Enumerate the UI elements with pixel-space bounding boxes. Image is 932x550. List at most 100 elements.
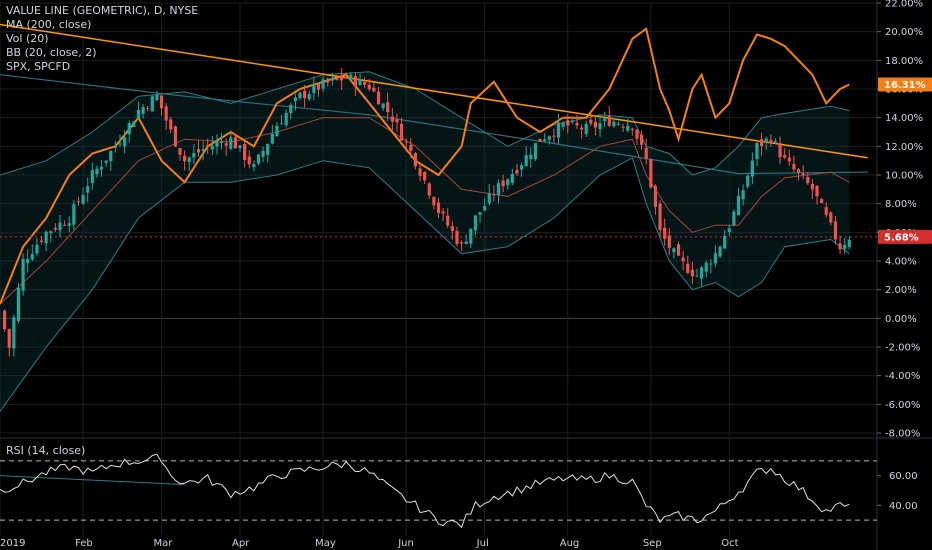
price-axis[interactable]: 22.00%20.00%18.00%16.00%14.00%12.00%10.0…	[877, 0, 923, 512]
candle-body	[298, 92, 302, 99]
candle-body	[538, 138, 542, 142]
candle-body	[769, 139, 773, 144]
candle-body	[552, 135, 556, 137]
candle-body	[104, 160, 108, 163]
candle-body	[303, 90, 307, 99]
candle-body	[626, 125, 630, 131]
candle-body	[492, 194, 496, 196]
y-tick-label: 20.00%	[885, 27, 923, 38]
candle-body	[483, 205, 487, 211]
candle-body	[72, 204, 76, 225]
legend-ma[interactable]: MA (200, close)	[6, 18, 92, 31]
candle-body	[233, 137, 238, 149]
candle-body	[713, 253, 718, 264]
x-tick-label: Jul	[476, 538, 489, 549]
candle-body	[487, 193, 491, 204]
candle-body	[90, 170, 94, 184]
candle-body	[63, 224, 67, 226]
candle-body	[690, 269, 694, 277]
x-tick-label: Feb	[75, 538, 93, 549]
candle-body	[206, 145, 210, 147]
legend-title[interactable]: VALUE LINE (GEOMETRIC), D, NYSE	[6, 4, 199, 17]
rsi-pane	[0, 453, 877, 529]
candle-body	[279, 123, 284, 125]
candle-body	[616, 123, 621, 125]
y-tick-label: 0.00%	[885, 314, 917, 325]
candle-body	[358, 79, 362, 86]
candle-body	[760, 139, 764, 147]
candle-body	[847, 239, 851, 247]
candle-body	[436, 202, 441, 213]
candle-body	[109, 151, 113, 161]
candle-body	[446, 215, 450, 226]
candle-body	[704, 262, 708, 272]
candle-body	[741, 190, 745, 200]
legend-bb[interactable]: BB (20, close, 2)	[6, 46, 97, 59]
candle-body	[764, 138, 768, 143]
candle-body	[607, 115, 611, 126]
time-axis[interactable]: 2019 Feb Mar Apr May Jun Jul Aug Sep Oct	[0, 538, 739, 549]
candle-body	[390, 116, 394, 122]
candle-body	[335, 79, 339, 81]
candle-body	[261, 150, 265, 157]
candle-body	[524, 154, 528, 166]
candle-body	[229, 137, 233, 149]
candle-body	[44, 231, 48, 244]
candle-body	[363, 82, 367, 85]
candle-body	[695, 275, 699, 277]
candle-body	[247, 156, 251, 165]
candle-body	[210, 145, 214, 150]
candle-body	[224, 143, 228, 146]
candle-body	[312, 84, 316, 94]
y-tick-label: 18.00%	[885, 56, 923, 67]
trendline	[0, 23, 868, 159]
candle-body	[81, 194, 85, 204]
candle-body	[746, 175, 750, 187]
candle-body	[547, 136, 551, 140]
legend-vol[interactable]: Vol (20)	[6, 32, 49, 45]
candle-body	[252, 164, 256, 168]
candle-body	[118, 143, 122, 145]
candle-body	[820, 198, 824, 204]
candle-body	[95, 168, 99, 175]
candle-body	[603, 118, 607, 122]
candle-body	[427, 183, 431, 196]
candle-body	[413, 153, 418, 167]
rsi-tick-label: 60.00	[889, 471, 918, 482]
candle-body	[376, 91, 381, 105]
value-badges: 16.31% 5.68%	[878, 77, 932, 244]
candle-body	[164, 106, 168, 121]
candle-body	[676, 244, 681, 256]
candle-body	[178, 148, 182, 155]
candle-body	[113, 146, 117, 148]
candle-body	[658, 203, 662, 230]
candle-body	[418, 168, 422, 176]
y-tick-label: 14.00%	[885, 113, 923, 124]
x-tick-label: Jun	[397, 538, 414, 549]
bb-lower-line	[0, 157, 850, 412]
candle-body	[469, 228, 473, 244]
candle-body	[533, 143, 538, 160]
rsi-title[interactable]: RSI (14, close)	[6, 444, 86, 457]
candle-body	[219, 142, 224, 144]
x-tick-label: Mar	[154, 538, 174, 549]
candle-body	[238, 145, 242, 149]
candle-body	[455, 231, 459, 245]
legend-compare[interactable]: SPX, SPCFD	[6, 60, 71, 73]
candle-body	[612, 121, 616, 127]
candle-body	[700, 267, 704, 279]
candle-body	[146, 108, 150, 110]
candle-body	[7, 329, 11, 348]
candle-body	[829, 212, 833, 223]
candle-body	[561, 122, 565, 127]
candle-body	[736, 195, 741, 216]
candle-body	[284, 112, 288, 126]
candle-body	[67, 223, 71, 226]
candle-body	[187, 157, 191, 163]
candle-body	[519, 165, 524, 170]
candle-body	[3, 310, 7, 330]
candle-body	[649, 159, 653, 188]
candle-body	[386, 102, 390, 113]
candle-body	[593, 121, 598, 128]
